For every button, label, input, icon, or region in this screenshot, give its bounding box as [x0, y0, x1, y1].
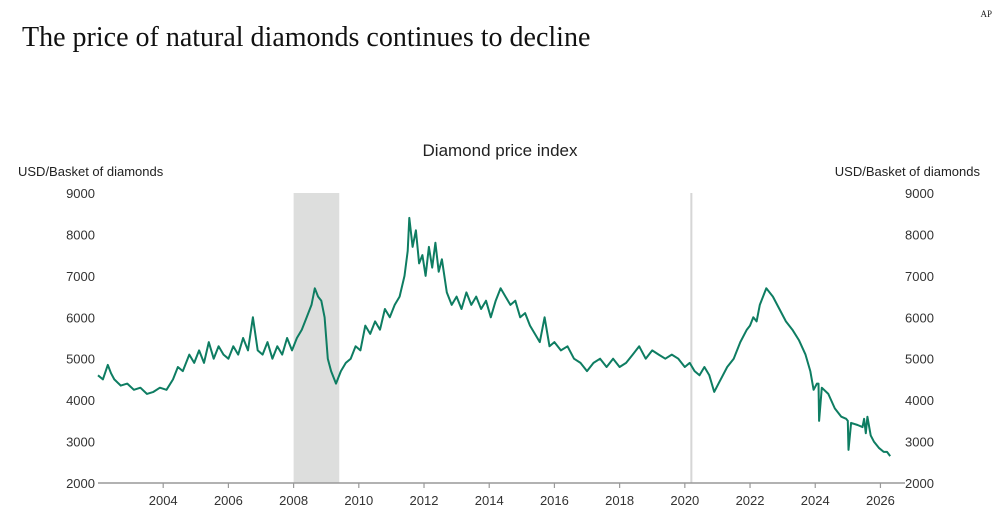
x-tick-label: 2020	[670, 493, 699, 508]
y-axis-label-right: USD/Basket of diamonds	[835, 164, 981, 179]
x-tick-label: 2006	[214, 493, 243, 508]
source-mark: AP	[980, 9, 992, 19]
y-tick-label-left: 8000	[66, 227, 95, 242]
y-tick-label-left: 6000	[66, 310, 95, 325]
y-tick-label-left: 4000	[66, 393, 95, 408]
x-tick-label: 2014	[475, 493, 504, 508]
x-tick-label: 2010	[344, 493, 373, 508]
y-tick-label-right: 5000	[905, 352, 934, 367]
y-tick-label-left: 9000	[66, 186, 95, 201]
x-tick-label: 2016	[540, 493, 569, 508]
y-axis-label-left: USD/Basket of diamonds	[18, 164, 164, 179]
x-tick-label: 2018	[605, 493, 634, 508]
y-tick-label-left: 2000	[66, 476, 95, 491]
price-index-line	[97, 216, 891, 457]
x-tick-label: 2022	[736, 493, 765, 508]
y-tick-label-right: 9000	[905, 186, 934, 201]
y-tick-label-left: 5000	[66, 352, 95, 367]
x-tick-label: 2026	[866, 493, 895, 508]
y-tick-label-left: 3000	[66, 435, 95, 450]
x-tick-label: 2008	[279, 493, 308, 508]
y-tick-label-right: 2000	[905, 476, 934, 491]
x-tick-label: 2004	[149, 493, 178, 508]
y-tick-label-right: 3000	[905, 435, 934, 450]
x-tick-label: 2024	[801, 493, 830, 508]
y-tick-label-right: 4000	[905, 393, 934, 408]
y-tick-label-right: 8000	[905, 227, 934, 242]
shaded-period	[293, 193, 340, 483]
y-tick-label-right: 7000	[905, 269, 934, 284]
y-tick-label-right: 6000	[905, 310, 934, 325]
headline: The price of natural diamonds continues …	[22, 22, 591, 53]
chart-title: Diamond price index	[423, 141, 578, 160]
x-tick-label: 2012	[410, 493, 439, 508]
y-tick-label-left: 7000	[66, 269, 95, 284]
